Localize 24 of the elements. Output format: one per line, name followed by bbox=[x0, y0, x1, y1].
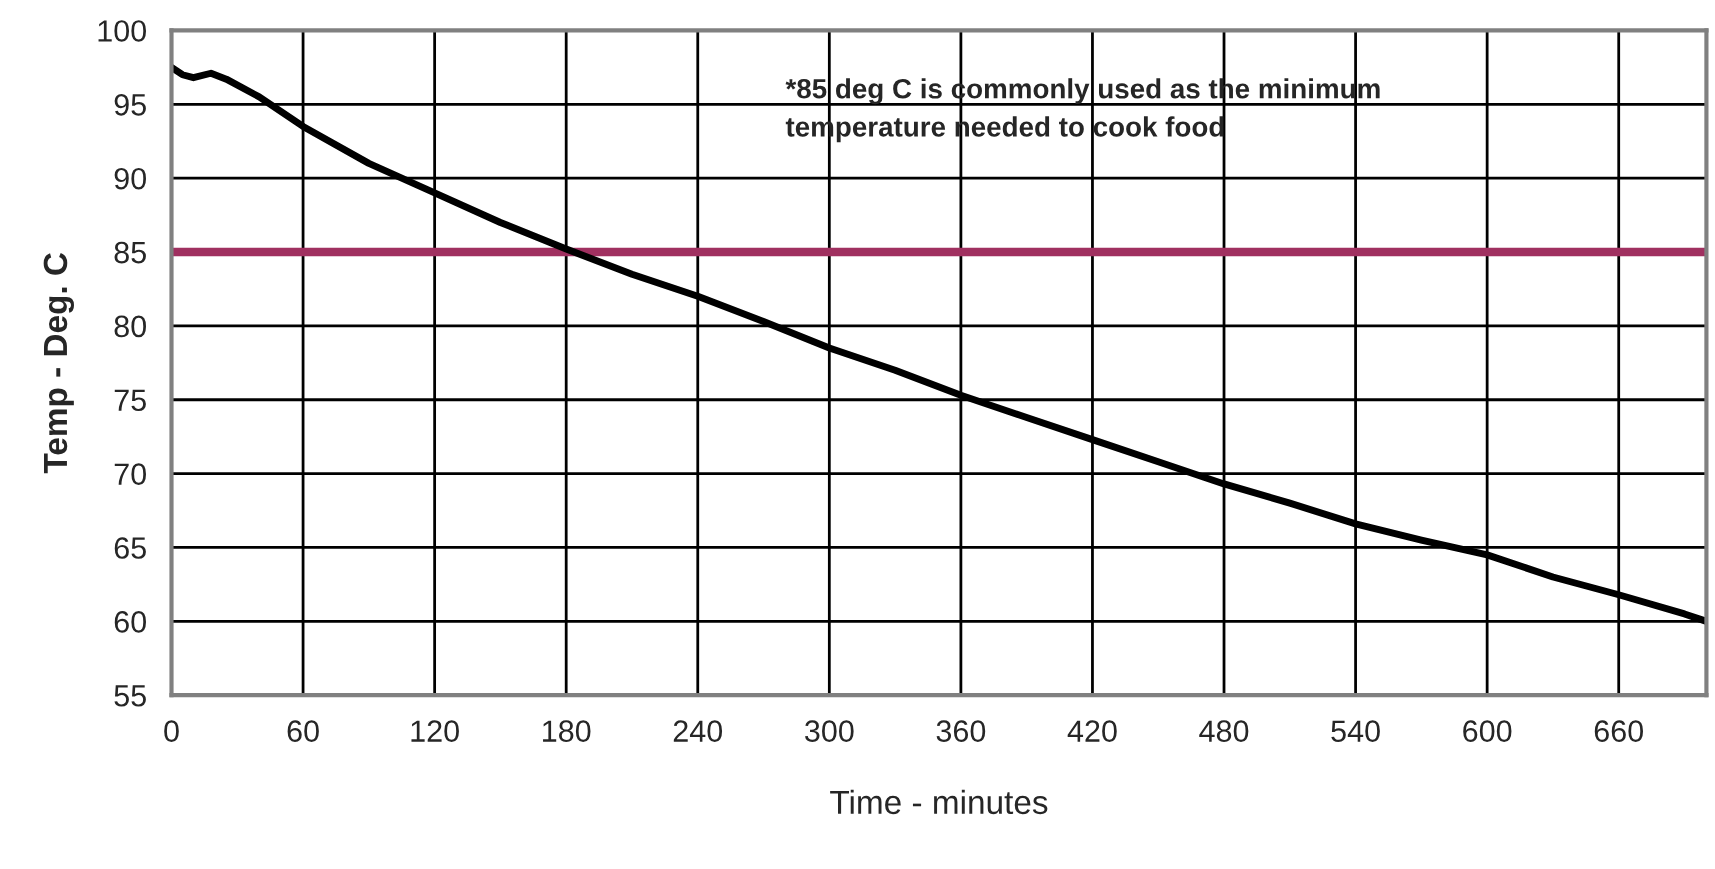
y-tick-label: 85 bbox=[114, 241, 146, 264]
x-tick-label: 360 bbox=[936, 720, 986, 742]
y-tick-label: 95 bbox=[114, 94, 146, 116]
y-tick-label: 60 bbox=[114, 611, 146, 633]
y-tick-label: 90 bbox=[114, 167, 146, 190]
y-tick-label: 75 bbox=[114, 389, 146, 412]
x-tick-label: 120 bbox=[411, 720, 459, 742]
y-tick-label: 55 bbox=[114, 685, 146, 707]
y-axis-title: Temp - Deg. C bbox=[43, 252, 74, 474]
x-tick-label: 300 bbox=[805, 720, 854, 742]
x-tick-label: 540 bbox=[1331, 720, 1380, 742]
x-axis-title: Time - minutes bbox=[830, 789, 1048, 815]
y-tick-label: 80 bbox=[114, 315, 146, 338]
x-tick-label: 60 bbox=[287, 720, 319, 742]
x-tick-label: 240 bbox=[673, 720, 723, 742]
x-tick-label: 600 bbox=[1463, 720, 1512, 742]
x-tick-label: 180 bbox=[543, 720, 591, 742]
x-tick-label: 0 bbox=[164, 720, 179, 742]
x-tick-label: 420 bbox=[1067, 720, 1117, 742]
y-tick-label: 100 bbox=[98, 20, 146, 42]
y-tick-label: 65 bbox=[114, 537, 146, 559]
x-tick-label: 660 bbox=[1594, 720, 1644, 742]
x-tick-label: 480 bbox=[1199, 720, 1249, 742]
y-tick-label: 70 bbox=[114, 463, 146, 485]
